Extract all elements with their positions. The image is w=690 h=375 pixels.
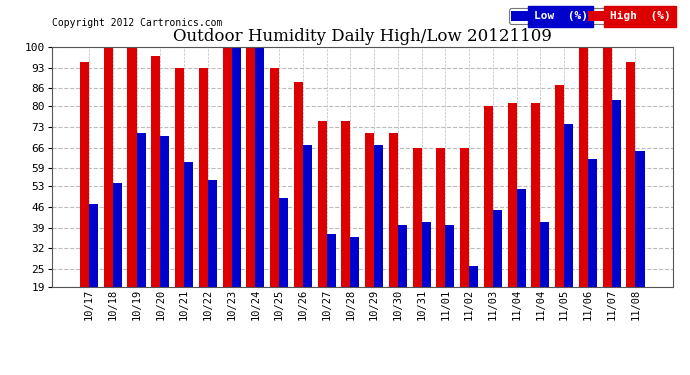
Bar [627, 62, 635, 287]
Bar [199, 68, 208, 287]
Title: Outdoor Humidity Daily High/Low 20121109: Outdoor Humidity Daily High/Low 20121109 [172, 28, 552, 45]
Bar [317, 121, 326, 287]
Bar [588, 159, 597, 287]
Bar [398, 225, 407, 287]
Bar [422, 222, 431, 287]
Bar [365, 133, 374, 287]
Bar [612, 100, 621, 287]
Bar [484, 106, 493, 287]
Bar [635, 151, 644, 287]
Bar [493, 210, 502, 287]
Bar [151, 56, 160, 287]
Bar [89, 204, 98, 287]
Bar [436, 148, 446, 287]
Bar [389, 133, 398, 287]
Bar [223, 47, 232, 287]
Bar [446, 225, 455, 287]
Bar [279, 198, 288, 287]
Bar [469, 266, 478, 287]
Bar [208, 180, 217, 287]
Bar [232, 47, 241, 287]
Legend: Low  (%), High  (%): Low (%), High (%) [509, 9, 673, 24]
Bar [602, 47, 612, 287]
Bar [294, 82, 303, 287]
Bar [460, 148, 469, 287]
Bar [579, 47, 588, 287]
Bar [270, 68, 279, 287]
Bar [80, 62, 89, 287]
Bar [508, 103, 517, 287]
Bar [517, 189, 526, 287]
Bar [175, 68, 184, 287]
Bar [112, 183, 122, 287]
Text: Copyright 2012 Cartronics.com: Copyright 2012 Cartronics.com [52, 18, 222, 28]
Bar [104, 47, 112, 287]
Bar [137, 133, 146, 287]
Bar [564, 124, 573, 287]
Bar [246, 47, 255, 287]
Bar [342, 121, 351, 287]
Bar [255, 47, 264, 287]
Bar [413, 148, 422, 287]
Bar [184, 162, 193, 287]
Bar [374, 145, 383, 287]
Bar [303, 145, 312, 287]
Bar [351, 237, 359, 287]
Bar [160, 136, 169, 287]
Bar [128, 47, 137, 287]
Bar [555, 86, 564, 287]
Bar [326, 234, 335, 287]
Bar [540, 222, 549, 287]
Bar [531, 103, 540, 287]
